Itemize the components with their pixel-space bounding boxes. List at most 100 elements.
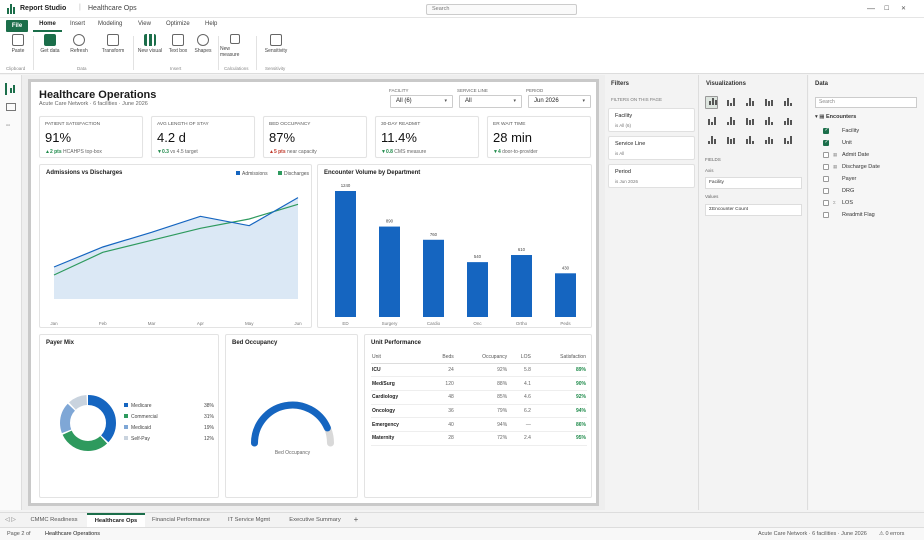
- admissions-discharges-card[interactable]: Admissions vs Discharges Admissions Disch…: [39, 164, 312, 328]
- field-readmit-flag[interactable]: Readmit Flag: [823, 212, 918, 220]
- field-unit[interactable]: ✓ Unit: [823, 139, 918, 148]
- model-view-icon[interactable]: ▫▫: [6, 123, 11, 129]
- table-row[interactable]: Med/Surg 120 88% 4.1 90%: [371, 377, 587, 391]
- kpi-card[interactable]: AVG LENGTH OF STAY 4.2 d ▼0.3 vs 4.5 targe…: [151, 116, 255, 158]
- kpi-card[interactable]: BED OCCUPANCY 87% ▲5 pts near capacity: [263, 116, 367, 158]
- page-tab[interactable]: CMMC Readiness: [30, 517, 78, 523]
- table-row[interactable]: Emergency 40 94% — 86%: [371, 418, 587, 432]
- filter-card-facility[interactable]: Facility is All (6): [608, 108, 695, 132]
- field-payer[interactable]: Payer: [823, 176, 918, 184]
- sensitivity-button[interactable]: Sensitivity: [262, 34, 290, 54]
- close-button[interactable]: ✕: [901, 6, 907, 12]
- tab-home[interactable]: Home: [33, 18, 62, 32]
- visual-type-icon[interactable]: [762, 134, 775, 147]
- table-row[interactable]: Cardiology 48 85% 4.6 92%: [371, 390, 587, 405]
- page-nav-icon[interactable]: ◁ ▷: [5, 517, 16, 523]
- bar[interactable]: [511, 255, 532, 317]
- field-checkbox[interactable]: ✓: [823, 127, 829, 134]
- visual-type-icon[interactable]: [705, 115, 718, 128]
- slicer-facility[interactable]: All (6) ▾: [390, 95, 453, 108]
- encounter-volume-card[interactable]: Encounter Volume by Department 1240 ED 890…: [317, 164, 592, 328]
- visual-type-icon[interactable]: [781, 115, 794, 128]
- text-box-button[interactable]: Text box: [167, 34, 189, 54]
- visual-type-icon[interactable]: [781, 96, 794, 109]
- visual-type-icon[interactable]: [705, 96, 718, 109]
- global-search-input[interactable]: Search: [426, 4, 577, 15]
- tab-view[interactable]: View: [138, 21, 151, 27]
- transform-button[interactable]: Transform: [97, 34, 129, 54]
- page-tab[interactable]: Healthcare Ops: [87, 513, 145, 527]
- visual-type-icon[interactable]: [705, 134, 718, 147]
- bar[interactable]: [467, 262, 488, 317]
- field-admit-date[interactable]: ▦ Admit Date: [823, 152, 918, 160]
- slicer-service-line[interactable]: All ▾: [459, 95, 522, 108]
- page-tab[interactable]: Financial Performance: [152, 517, 210, 523]
- field-checkbox[interactable]: [823, 176, 829, 182]
- kpi-card[interactable]: ER WAIT TIME 28 min ▼4 door-to-provider: [487, 116, 591, 158]
- bar[interactable]: [555, 273, 576, 317]
- bar[interactable]: [335, 191, 356, 317]
- refresh-button[interactable]: Refresh: [67, 34, 91, 54]
- get-data-button[interactable]: Get data: [37, 34, 63, 54]
- minimize-button[interactable]: —: [867, 4, 875, 13]
- tab-file[interactable]: File: [6, 20, 28, 32]
- page-tab[interactable]: IT Service Mgmt: [227, 517, 271, 523]
- column-header[interactable]: Satisfaction: [560, 353, 586, 360]
- unit-performance-card[interactable]: Unit Performance Unit Beds Occupancy LOS Sat…: [364, 334, 592, 498]
- pie-slice[interactable]: [60, 395, 116, 451]
- field-checkbox[interactable]: [823, 152, 829, 158]
- visual-type-icon[interactable]: [743, 115, 756, 128]
- column-header[interactable]: Occupancy: [482, 353, 508, 360]
- data-search-input[interactable]: Search: [815, 97, 917, 108]
- filter-card-period[interactable]: Period is Jun 2026: [608, 164, 695, 188]
- table-view-icon[interactable]: [6, 103, 16, 111]
- table-encounters[interactable]: ▾ ▦ Encounters: [815, 114, 857, 120]
- series-line-admissions[interactable]: [53, 197, 299, 268]
- field-checkbox[interactable]: [823, 212, 829, 218]
- slicer-period[interactable]: Jun 2026 ▾: [528, 95, 591, 108]
- maximize-button[interactable]: ☐: [884, 6, 890, 12]
- field-checkbox[interactable]: ✓: [823, 139, 829, 146]
- kpi-card[interactable]: 30-DAY READMIT 11.4% ▼0.8 CMS measure: [375, 116, 479, 158]
- add-page-button[interactable]: +: [353, 515, 359, 524]
- payer-mix-card[interactable]: Payer Mix Medicare 38% Commercial 31% Medica…: [39, 334, 219, 498]
- visual-type-icon[interactable]: [724, 96, 737, 109]
- bar[interactable]: [379, 226, 400, 317]
- visual-type-icon[interactable]: [762, 115, 775, 128]
- new-measure-button[interactable]: New measure: [220, 34, 250, 58]
- field-checkbox[interactable]: [823, 188, 829, 194]
- paste-button[interactable]: Paste: [8, 34, 28, 54]
- bar[interactable]: [423, 239, 444, 317]
- field-facility[interactable]: ✓ Facility: [823, 127, 918, 136]
- tab-optimize[interactable]: Optimize: [166, 21, 190, 27]
- table-row[interactable]: Oncology 36 79% 6.2 94%: [371, 404, 587, 418]
- field-checkbox[interactable]: [823, 200, 829, 206]
- page-tab[interactable]: Executive Summary: [289, 517, 341, 523]
- filter-card-service-line[interactable]: Service Line is All: [608, 136, 695, 160]
- kpi-card[interactable]: PATIENT SATISFACTION 91% ▲2 pts HCAHPS top…: [39, 116, 143, 158]
- pie-slice[interactable]: [60, 395, 116, 451]
- bed-occupancy-card[interactable]: Bed Occupancy Bed Occupancy: [225, 334, 358, 498]
- column-header[interactable]: Unit: [372, 353, 381, 360]
- visual-type-icon[interactable]: [743, 96, 756, 109]
- visual-type-icon[interactable]: [743, 134, 756, 147]
- table-row[interactable]: Maternity 28 72% 2.4 95%: [371, 431, 587, 446]
- tab-modeling[interactable]: Modeling: [98, 21, 123, 27]
- series-line-discharges[interactable]: [53, 203, 299, 276]
- column-header[interactable]: Beds: [442, 353, 454, 360]
- visual-type-icon[interactable]: [724, 115, 737, 128]
- visual-type-icon[interactable]: [762, 96, 775, 109]
- visual-type-icon[interactable]: [781, 134, 794, 147]
- axis-field-well[interactable]: Facility: [705, 177, 802, 189]
- field-drg[interactable]: DRG: [823, 188, 918, 196]
- field-discharge-date[interactable]: ▦ Discharge Date: [823, 164, 918, 172]
- tab-help[interactable]: Help: [205, 21, 218, 27]
- visual-type-icon[interactable]: [724, 134, 737, 147]
- field-los[interactable]: Σ LOS: [823, 200, 918, 208]
- new-visual-button[interactable]: New visual: [135, 34, 165, 54]
- column-header[interactable]: LOS: [520, 353, 531, 360]
- table-row[interactable]: ICU 24 92% 5.8 89%: [371, 363, 587, 377]
- shapes-button[interactable]: Shapes: [192, 34, 214, 54]
- pie-slice[interactable]: [60, 395, 116, 451]
- values-field-well[interactable]: ΣEncounter Count: [705, 204, 802, 216]
